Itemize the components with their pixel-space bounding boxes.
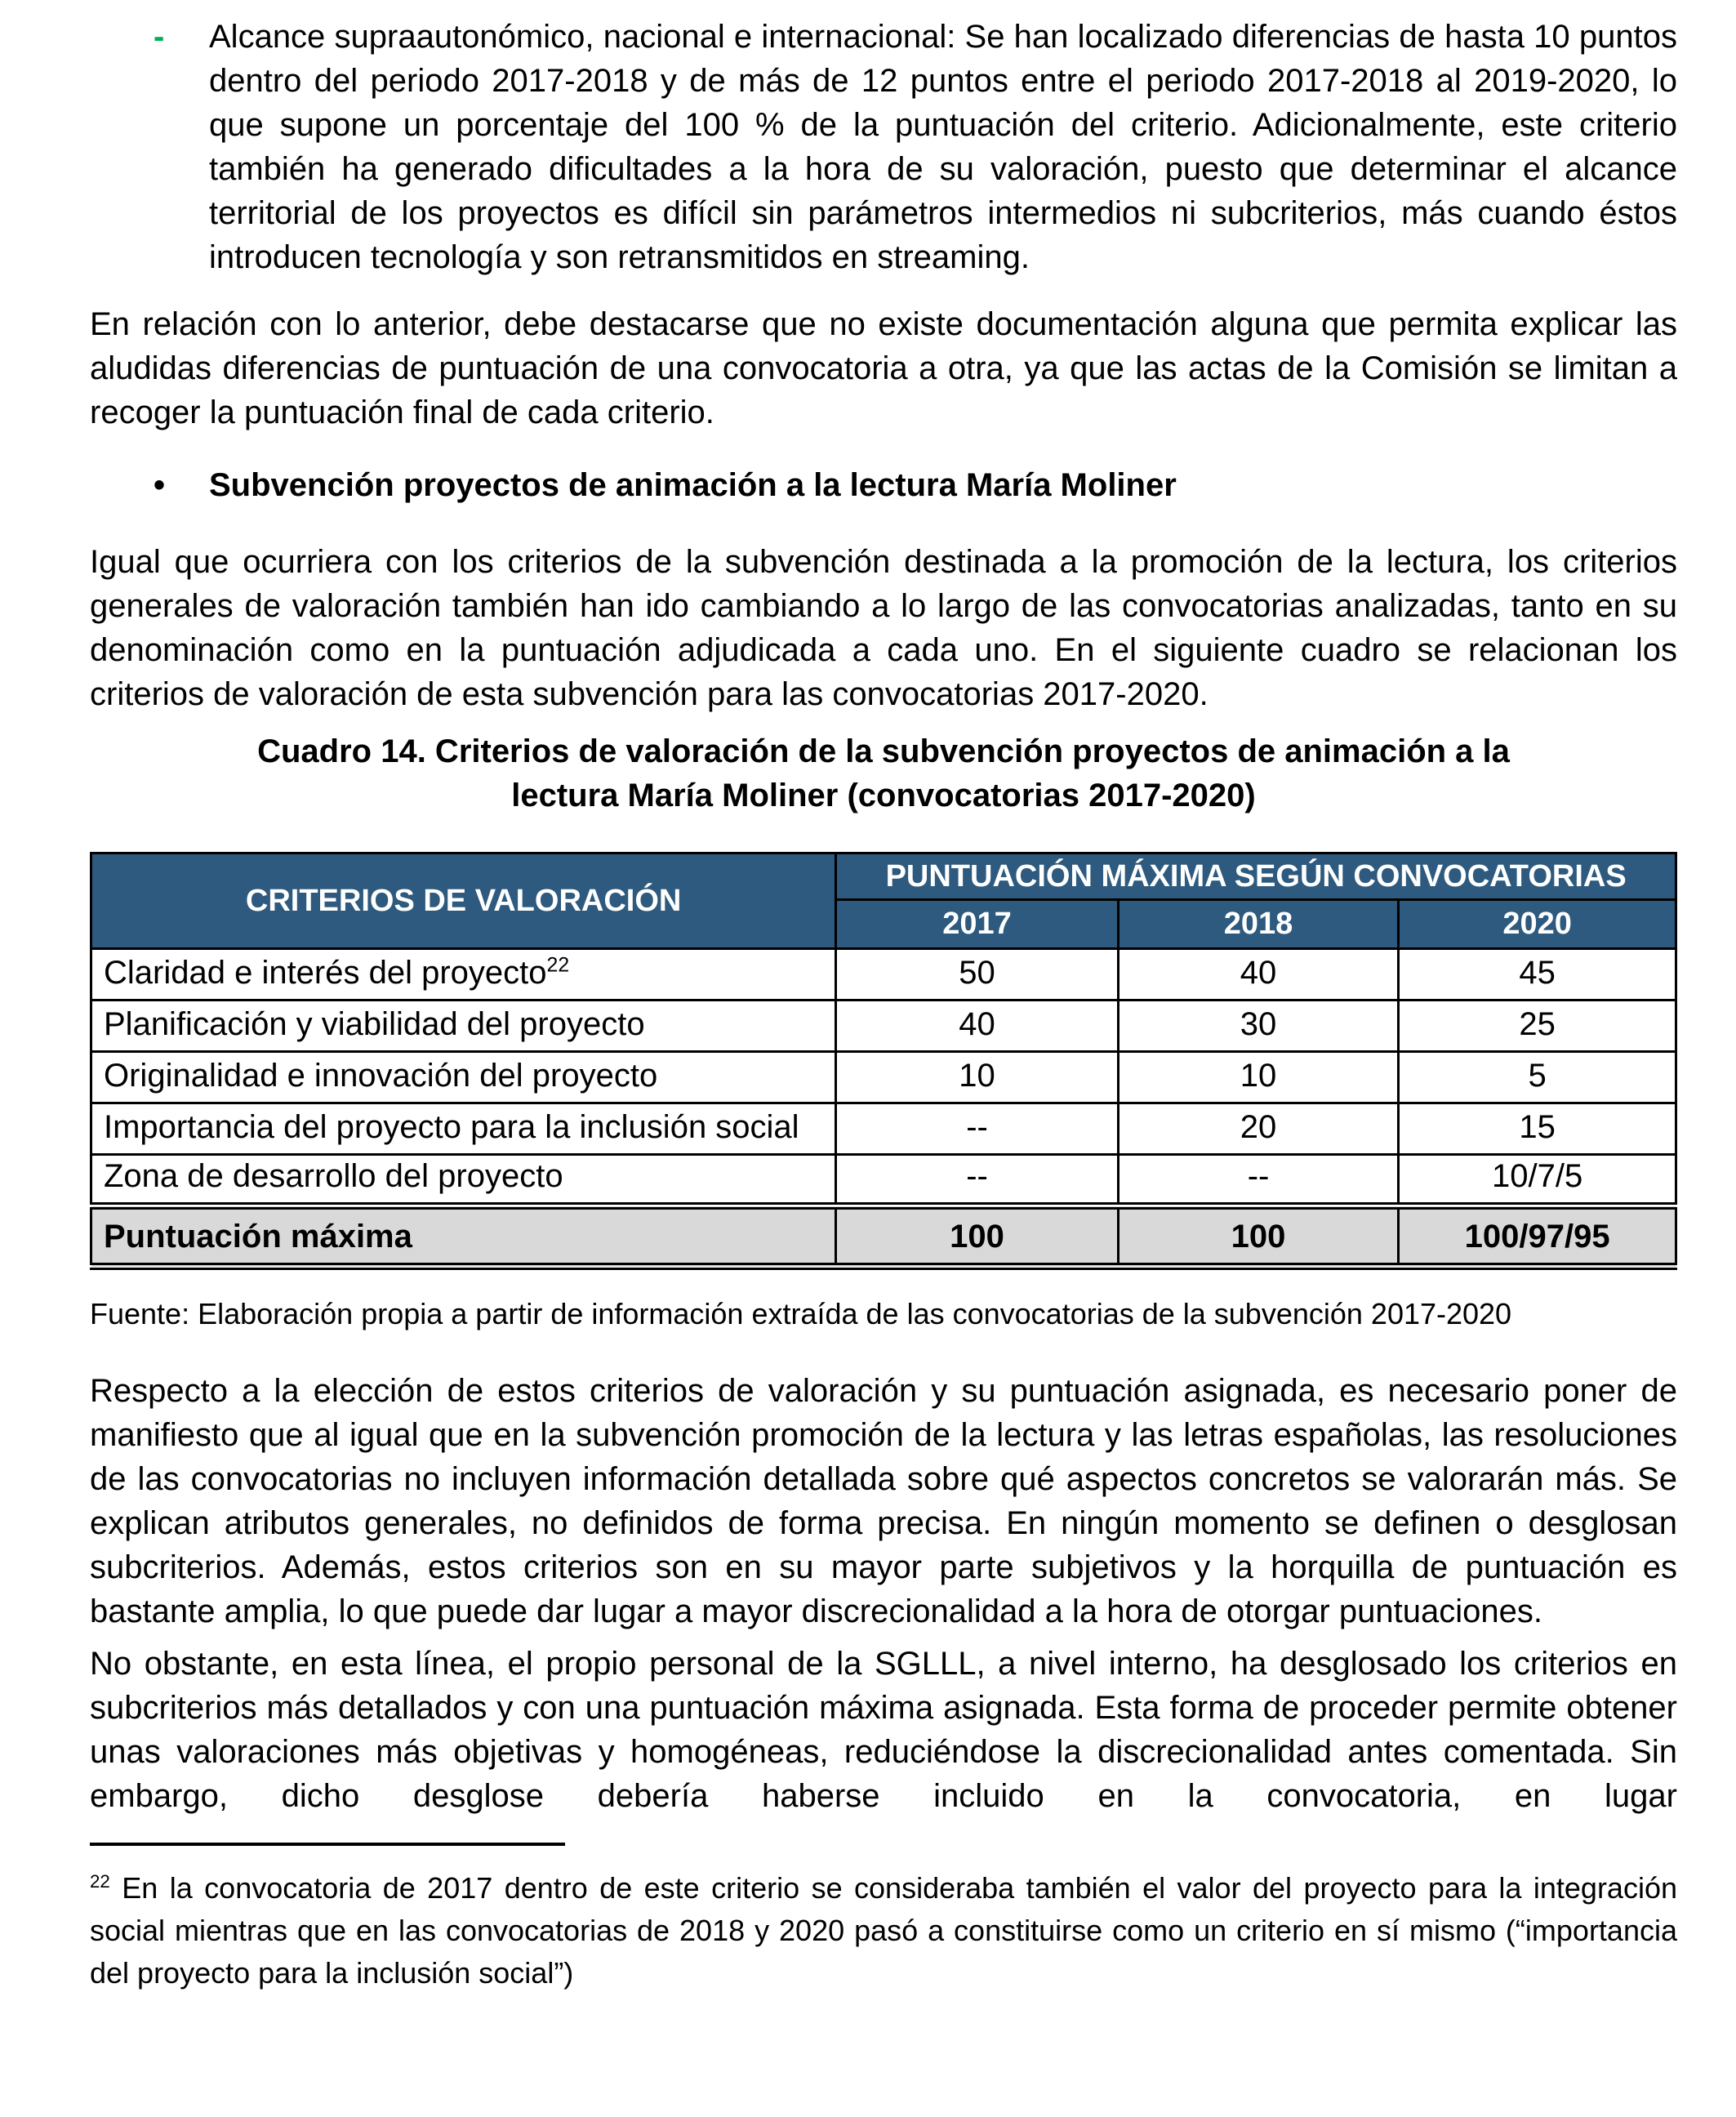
footnote-text: En la convocatoria de 2017 dentro de est… <box>90 1871 1677 1990</box>
footnote-ref-22: 22 <box>546 954 570 977</box>
dash-bullet-marker: - <box>154 19 165 55</box>
footnote-separator <box>90 1843 565 1846</box>
criterion-label: Zona de desarrollo del proyecto <box>89 1153 838 1207</box>
total-2018: 100 <box>1116 1202 1400 1270</box>
criteria-table: CRITERIOS DE VALORACIÓN PUNTUACIÓN MÁXIM… <box>89 852 1677 1270</box>
criterion-label: Planificación y viabilidad del proyecto <box>89 999 838 1053</box>
value-2017: 40 <box>835 999 1119 1053</box>
table-header-row-2: 2017 2018 2020 <box>91 898 1677 950</box>
value-2020: 10/7/5 <box>1397 1153 1677 1207</box>
col-header-2017: 2017 <box>835 898 1119 950</box>
bullet-list-item: - Alcance supraautonómico, nacional e in… <box>154 15 1677 279</box>
table-row: Importancia del proyecto para la inclusi… <box>89 1102 1677 1156</box>
value-2020: 5 <box>1397 1050 1677 1104</box>
value-2020: 45 <box>1397 947 1677 1001</box>
table-row: Planificación y viabilidad del proyecto … <box>89 999 1677 1053</box>
bullet-marker: • <box>154 467 166 503</box>
section-heading: Subvención proyectos de animación a la l… <box>209 467 1177 503</box>
total-2017: 100 <box>835 1202 1119 1270</box>
table-row: Originalidad e innovación del proyecto 1… <box>89 1050 1677 1104</box>
value-2018: 10 <box>1116 1050 1400 1104</box>
value-2017: 10 <box>835 1050 1119 1104</box>
table-row: Claridad e interés del proyecto22 50 40 … <box>89 947 1677 1001</box>
value-2018: -- <box>1116 1153 1400 1207</box>
footnote-number: 22 <box>90 1871 110 1892</box>
criterion-label: Importancia del proyecto para la inclusi… <box>89 1102 838 1156</box>
paragraph-respecto: Respecto a la elección de estos criterio… <box>90 1373 1677 1629</box>
paragraph-relacion: En relación con lo anterior, debe destac… <box>90 306 1677 430</box>
list-item-text: Alcance supraautonómico, nacional e inte… <box>209 19 1677 275</box>
section-heading-item: • Subvención proyectos de animación a la… <box>154 463 1677 507</box>
value-2017: 50 <box>835 947 1119 1001</box>
col-header-2020: 2020 <box>1397 898 1677 950</box>
paragraph-no-obstante: No obstante, en esta línea, el propio pe… <box>90 1646 1677 1814</box>
paragraph-igual: Igual que ocurriera con los criterios de… <box>90 544 1677 712</box>
value-2017: -- <box>835 1102 1119 1156</box>
value-2017: -- <box>835 1153 1119 1207</box>
total-2020: 100/97/95 <box>1397 1202 1677 1270</box>
table-header-row-1: CRITERIOS DE VALORACIÓN PUNTUACIÓN MÁXIM… <box>89 852 1677 950</box>
col-header-puntuacion: PUNTUACIÓN MÁXIMA SEGÚN CONVOCATORIAS <box>835 852 1677 901</box>
value-2020: 15 <box>1397 1102 1677 1156</box>
criterion-label: Originalidad e innovación del proyecto <box>89 1050 838 1104</box>
value-2018: 40 <box>1116 947 1400 1001</box>
value-2018: 20 <box>1116 1102 1400 1156</box>
table-source: Fuente: Elaboración propia a partir de i… <box>90 1297 1512 1330</box>
table-caption-line1: Cuadro 14. Criterios de valoración de la… <box>257 733 1510 769</box>
footnote: 22 En la convocatoria de 2017 dentro de … <box>90 1867 1677 1994</box>
table-row: Zona de desarrollo del proyecto -- -- 10… <box>89 1153 1677 1207</box>
col-header-criterios: CRITERIOS DE VALORACIÓN <box>89 852 838 950</box>
value-2020: 25 <box>1397 999 1677 1053</box>
value-2018: 30 <box>1116 999 1400 1053</box>
table-total-row: Puntuación máxima 100 100 100/97/95 <box>89 1202 1677 1270</box>
col-header-2018: 2018 <box>1116 898 1400 950</box>
table-caption: Cuadro 14. Criterios de valoración de la… <box>90 729 1677 818</box>
total-label: Puntuación máxima <box>89 1202 838 1270</box>
criterion-label: Claridad e interés del proyecto22 <box>89 947 838 1001</box>
table-caption-line2: lectura María Moliner (convocatorias 201… <box>511 778 1256 813</box>
